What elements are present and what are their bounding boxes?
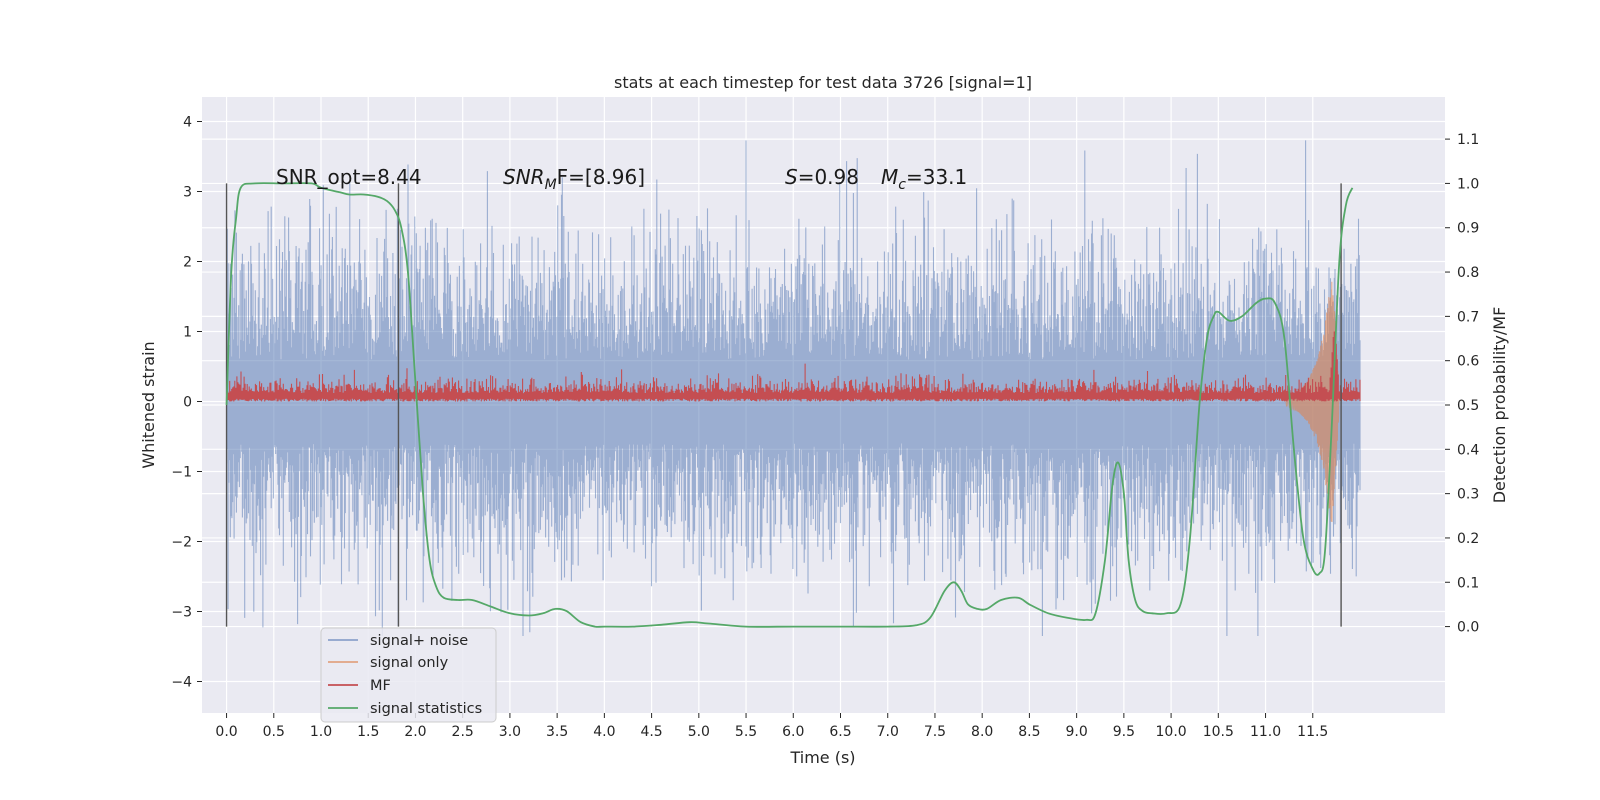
x-tick-label-16: 8.0 xyxy=(971,724,993,740)
x-tick-label-20: 10.0 xyxy=(1156,724,1187,740)
y2-tick-label-4: 0.7 xyxy=(1457,309,1479,325)
x-tick-label-0: 0.0 xyxy=(215,724,237,740)
y-tick-label-4: 0 xyxy=(183,395,192,411)
legend-label-signal-only: signal only xyxy=(370,655,449,671)
x-tick-label-7: 3.5 xyxy=(546,724,568,740)
y2-tick-label-3: 0.8 xyxy=(1457,265,1479,281)
y2-tick-label-6: 0.5 xyxy=(1457,398,1479,414)
y2-tick-label-9: 0.2 xyxy=(1457,531,1479,547)
x-tick-label-14: 7.0 xyxy=(877,724,899,740)
x-tick-label-17: 8.5 xyxy=(1018,724,1040,740)
legend-label-mf: MF xyxy=(370,678,391,694)
x-tick-label-4: 2.0 xyxy=(404,724,426,740)
y2-tick-label-11: 0.0 xyxy=(1457,620,1479,636)
series-signal-statistics xyxy=(225,182,1354,628)
x-tick-label-1: 0.5 xyxy=(263,724,285,740)
chart-title: stats at each timestep for test data 372… xyxy=(614,73,1032,92)
y2-tick-label-5: 0.6 xyxy=(1457,354,1479,370)
x-tick-label-9: 4.5 xyxy=(640,724,662,740)
y-axis-label: Whitened strain xyxy=(139,341,158,468)
y-tick-label-5: −1 xyxy=(171,465,192,481)
series-signal-only xyxy=(1283,281,1340,523)
x-tick-label-8: 4.0 xyxy=(593,724,615,740)
annotation-snr-mf-main: SNR xyxy=(503,165,545,189)
legend: signal+ noise signal only MF signal stat… xyxy=(320,627,497,723)
annotation-snr-mf-sub: M xyxy=(545,177,557,193)
x-tick-label-18: 9.0 xyxy=(1066,724,1088,740)
y2-axis-label: Detection probability/MF xyxy=(1490,307,1509,504)
y2-tick-label-8: 0.3 xyxy=(1457,487,1479,503)
x-tick-label-6: 3.0 xyxy=(499,724,521,740)
legend-frame xyxy=(320,627,497,723)
y2-tick-label-0: 1.1 xyxy=(1457,132,1479,148)
signal-only-trace xyxy=(1283,281,1340,523)
x-tick-label-19: 9.5 xyxy=(1113,724,1135,740)
y2-tick-label-1: 1.0 xyxy=(1457,176,1479,192)
vertical-markers xyxy=(225,183,1342,627)
x-tick-label-12: 6.0 xyxy=(782,724,804,740)
y-tick-label-8: −4 xyxy=(171,675,192,691)
legend-label-signal-statistics: signal statistics xyxy=(370,701,482,717)
y2-axis-ticks: 1.1 1.0 0.9 0.8 0.7 0.6 0.5 0.4 0.3 0.2 0.1 0.0 xyxy=(1445,132,1479,636)
y-axis-ticks: 4 3 2 1 0 −1 −2 −3 −4 xyxy=(171,115,202,691)
y2-tick-label-7: 0.4 xyxy=(1457,442,1479,458)
annotation-mc-value: =33.1 xyxy=(906,165,967,189)
x-tick-label-21: 10.5 xyxy=(1203,724,1234,740)
x-axis-ticks: 0.0 0.5 1.0 1.5 2.0 2.5 3.0 3.5 4.0 4.5 5.0 5.5 6.0 6… xyxy=(215,713,1328,740)
annotation-mc-main: M xyxy=(881,165,898,189)
legend-label-signal-noise: signal+ noise xyxy=(370,633,468,649)
annotation-s-mc: S=0.98 Mc=33.1 xyxy=(785,165,967,193)
x-tick-label-23: 11.5 xyxy=(1297,724,1328,740)
y-tick-label-2: 2 xyxy=(183,255,192,271)
x-tick-label-10: 5.0 xyxy=(688,724,710,740)
y2-tick-label-10: 0.1 xyxy=(1457,575,1479,591)
y-tick-label-3: 1 xyxy=(183,325,192,341)
x-tick-label-5: 2.5 xyxy=(452,724,474,740)
y2-tick-label-2: 0.9 xyxy=(1457,221,1479,237)
x-tick-label-3: 1.5 xyxy=(357,724,379,740)
x-tick-label-22: 11.0 xyxy=(1250,724,1281,740)
x-axis-label: Time (s) xyxy=(789,748,855,767)
x-tick-label-13: 6.5 xyxy=(829,724,851,740)
annotation-s-main: S xyxy=(785,165,798,189)
x-tick-label-11: 5.5 xyxy=(735,724,757,740)
annotation-s-value: =0.98 xyxy=(798,165,859,189)
annotation-snr-mf-tail: F=[8.96] xyxy=(557,165,645,189)
x-tick-label-2: 1.0 xyxy=(310,724,332,740)
x-tick-label-15: 7.5 xyxy=(924,724,946,740)
annotation-snr-opt: SNR_opt=8.44 xyxy=(276,165,422,189)
annotation-snr-mf: SNRMF=[8.96] xyxy=(503,165,645,193)
y-tick-label-1: 3 xyxy=(183,185,192,201)
annotation-mc-sub: c xyxy=(898,177,906,193)
signal-statistics-trace xyxy=(225,182,1354,628)
y-tick-label-7: −3 xyxy=(171,605,192,621)
y-tick-label-6: −2 xyxy=(171,535,192,551)
y-tick-label-0: 4 xyxy=(183,115,192,131)
